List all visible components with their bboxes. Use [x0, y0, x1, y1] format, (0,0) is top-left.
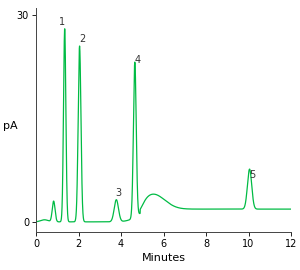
- Text: 2: 2: [79, 34, 85, 44]
- X-axis label: Minutes: Minutes: [142, 253, 185, 263]
- Text: 4: 4: [134, 55, 140, 65]
- Text: 3: 3: [116, 188, 122, 198]
- Text: 1: 1: [59, 17, 65, 27]
- Text: 5: 5: [249, 170, 255, 180]
- Y-axis label: pA: pA: [3, 121, 18, 131]
